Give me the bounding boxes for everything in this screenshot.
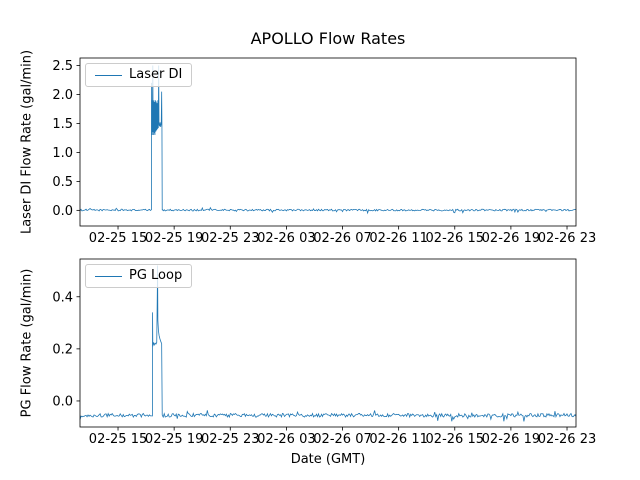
- y-tick-label: 0.0: [52, 204, 73, 219]
- x-tick-label: 02-26 19: [482, 231, 540, 246]
- y-tick-label: 2.0: [52, 88, 73, 103]
- x-tick-label: 02-26 07: [313, 432, 371, 447]
- x-tick-label: 02-25 23: [201, 231, 259, 246]
- x-tick-label: 02-25 19: [145, 231, 203, 246]
- legend-label: Laser DI: [129, 67, 183, 82]
- y-tick-label: 0.5: [52, 175, 73, 190]
- x-tick-label: 02-25 23: [201, 432, 259, 447]
- x-tick-label: 02-25 15: [89, 432, 147, 447]
- legend-line-icon: [95, 74, 122, 76]
- plot-title: APOLLO Flow Rates: [250, 29, 406, 48]
- x-axis-label: Date (GMT): [290, 452, 366, 467]
- y-tick-label: 1.0: [52, 146, 73, 161]
- axes-frame: [79, 258, 577, 428]
- y-axis-label-laser-di: Laser DI Flow Rate (gal/min): [19, 49, 35, 235]
- x-tick-label: 02-26 19: [482, 432, 540, 447]
- data-line-laser-di: [79, 65, 577, 215]
- axes-frame: [79, 57, 577, 227]
- legend-laser-di: Laser DI: [85, 63, 193, 87]
- legend-line-icon: [95, 275, 122, 277]
- x-tick-label: 02-25 19: [145, 432, 203, 447]
- x-tick-label: 02-26 07: [313, 231, 371, 246]
- x-tick-label: 02-26 23: [538, 432, 596, 447]
- x-tick-label: 02-26 15: [426, 231, 484, 246]
- x-tick-label: 02-26 23: [538, 231, 596, 246]
- x-tick-label: 02-26 11: [369, 231, 427, 246]
- y-axis-label-pg: PG Flow Rate (gal/min): [19, 268, 35, 418]
- x-tick-label: 02-26 03: [257, 231, 315, 246]
- legend-pg-loop: PG Loop: [85, 264, 193, 288]
- y-tick-label: 0.0: [52, 394, 73, 409]
- y-tick-label: 0.2: [52, 342, 73, 357]
- y-tick-label: 2.5: [52, 59, 73, 74]
- y-tick-label: 1.5: [52, 117, 73, 132]
- x-tick-label: 02-26 15: [426, 432, 484, 447]
- x-tick-label: 02-26 11: [369, 432, 427, 447]
- data-line-pg-loop: [79, 265, 577, 422]
- x-tick-label: 02-26 03: [257, 432, 315, 447]
- x-tick-label: 02-25 15: [89, 231, 147, 246]
- y-tick-label: 0.4: [52, 290, 73, 305]
- legend-label: PG Loop: [129, 268, 183, 283]
